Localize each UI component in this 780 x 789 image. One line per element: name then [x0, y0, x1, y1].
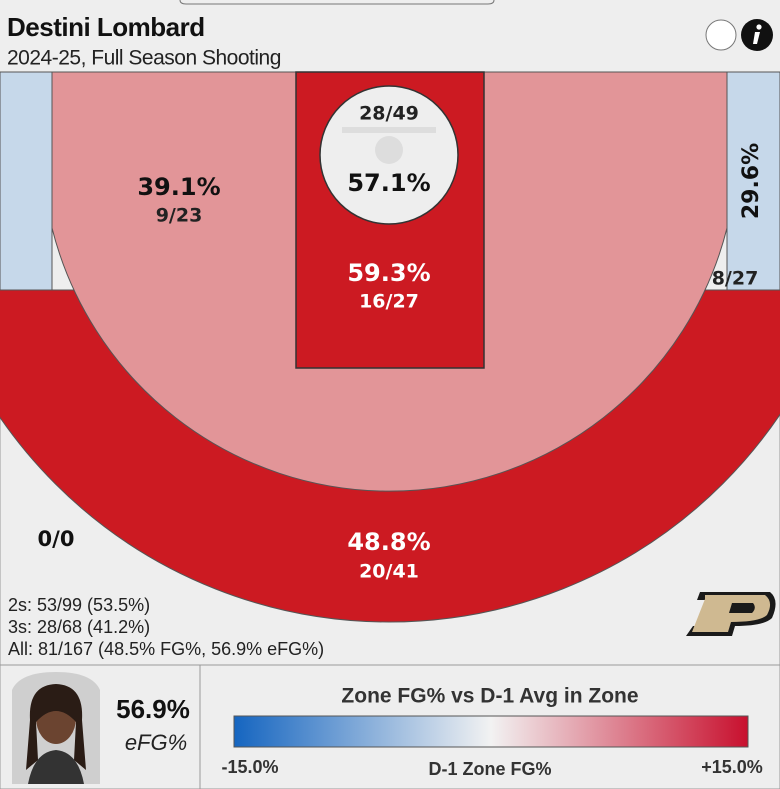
header-bg	[0, 0, 780, 72]
player-photo	[12, 672, 100, 784]
zone-made: 28/49	[359, 103, 419, 125]
zone-made: 9/23	[156, 205, 203, 227]
legend-max: +15.0%	[701, 757, 763, 777]
zone-made: 20/41	[359, 561, 419, 583]
player-name: Destini Lombard	[7, 12, 205, 42]
legend-mid: D-1 Zone FG%	[428, 759, 551, 779]
efg-value: 56.9%	[116, 694, 190, 724]
zone-made: 8/27	[712, 268, 759, 290]
summary-line: 3s: 28/68 (41.2%)	[8, 617, 150, 637]
zone-pct: 39.1%	[137, 173, 220, 201]
zone-pct: 48.8%	[347, 528, 430, 556]
zone-made: 16/27	[359, 291, 419, 313]
legend-title: Zone FG% vs D-1 Avg in Zone	[341, 685, 638, 708]
toggle-button[interactable]	[705, 19, 737, 51]
efg-label: eFG%	[125, 730, 187, 755]
summary-line: 2s: 53/99 (53.5%)	[8, 595, 150, 615]
search-edge	[179, 0, 495, 5]
legend-min: -15.0%	[221, 757, 278, 777]
zone-made: 0/0	[38, 527, 75, 551]
color-scale	[233, 715, 749, 748]
zone-pct: 59.3%	[347, 259, 430, 287]
team-logo	[686, 592, 776, 636]
zone-pct: 29.6%	[739, 143, 764, 219]
court	[0, 71, 780, 666]
info-button[interactable]	[741, 19, 773, 51]
subtitle: 2024-25, Full Season Shooting	[7, 47, 281, 70]
summary-line: All: 81/167 (48.5% FG%, 56.9% eFG%)	[8, 639, 324, 659]
zone-pct: 57.1%	[347, 169, 430, 197]
